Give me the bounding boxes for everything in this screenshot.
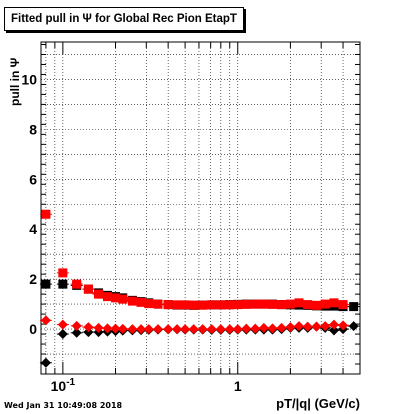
red-mean-marker [320,299,330,309]
red-sigma-marker [241,323,252,334]
red-sigma-marker [143,324,154,335]
red-sigma-marker [294,321,305,332]
red-mean-marker [338,300,348,310]
red-sigma-marker [163,324,174,335]
red-mean-marker [198,300,208,310]
red-mean-marker [216,300,226,310]
red-mean-marker [250,299,260,309]
red-mean-marker [163,300,173,310]
red-mean-marker [111,293,121,303]
black-mean-marker [58,279,68,289]
red-mean-marker [144,299,154,309]
red-mean-marker [294,298,304,308]
red-sigma-marker [267,323,278,334]
red-sigma-marker [338,320,349,331]
red-mean-marker [172,300,182,310]
red-mean-marker [311,300,321,310]
red-sigma-marker [328,319,339,330]
red-sigma-marker [311,321,322,332]
red-mean-marker [58,268,68,278]
red-sigma-marker [57,319,68,330]
red-sigma-marker [117,323,128,334]
red-sigma-marker [276,322,287,333]
red-sigma-marker [197,324,208,335]
red-sigma-marker [232,324,243,335]
red-mean-marker [180,300,190,310]
red-sigma-marker [206,324,217,335]
red-sigma-marker [172,324,183,335]
red-sigma-marker [250,323,261,334]
red-sigma-marker [110,323,121,334]
red-mean-marker [127,296,137,306]
red-mean-marker [259,299,269,309]
red-mean-marker [329,298,339,308]
black-sigma-marker [57,329,68,340]
red-sigma-marker [83,322,94,333]
red-mean-marker [225,300,235,310]
y-tick-label: 10 [21,71,37,87]
red-sigma-marker [71,320,82,331]
red-mean-marker [189,300,199,310]
red-sigma-marker [180,324,191,335]
red-mean-marker [233,300,243,310]
black-mean-marker [349,302,359,312]
y-tick-label: 6 [29,171,37,187]
red-mean-marker [136,297,146,307]
y-tick-label: 2 [29,271,37,287]
red-sigma-marker [93,322,104,333]
black-sigma-marker [328,325,339,336]
red-sigma-marker [102,323,113,334]
red-mean-marker [153,299,163,309]
red-mean-marker [267,299,277,309]
red-sigma-marker [153,324,164,335]
black-mean-marker [41,279,51,289]
x-tick-label: 1 [234,378,242,394]
y-tick-label: 0 [29,321,37,337]
black-sigma-marker [71,327,82,338]
red-sigma-marker [188,324,199,335]
chart-title: Fitted pull in Ψ for Global Rec Pion Eta… [4,7,244,31]
red-mean-marker [72,279,82,289]
red-sigma-marker [40,315,51,326]
red-mean-marker [207,300,217,310]
red-mean-marker [118,294,128,304]
red-mean-marker [285,299,295,309]
red-mean-marker [94,289,104,299]
y-tick-label: 4 [29,221,37,237]
x-tick-label: 10-1 [51,377,76,394]
plot-frame [40,41,361,375]
red-sigma-marker [136,324,147,335]
y-axis-label: pull in Ψ [8,57,22,106]
black-sigma-marker [40,357,51,368]
red-sigma-marker [127,324,138,335]
red-mean-marker [102,292,112,302]
red-sigma-marker [224,324,235,335]
red-mean-marker [241,299,251,309]
x-axis-label: pT/|q| (GeV/c) [276,396,360,411]
red-sigma-marker [320,321,331,332]
red-mean-marker [41,209,51,219]
red-sigma-marker [215,324,226,335]
red-sigma-marker [285,322,296,333]
y-tick-label: 8 [29,121,37,137]
timestamp: Wed Jan 31 10:49:08 2018 [4,401,123,410]
red-mean-marker [303,300,313,310]
red-mean-marker [277,300,287,310]
red-mean-marker [83,284,93,294]
red-sigma-marker [302,321,313,332]
black-sigma-marker [348,321,359,332]
red-sigma-marker [258,322,269,333]
